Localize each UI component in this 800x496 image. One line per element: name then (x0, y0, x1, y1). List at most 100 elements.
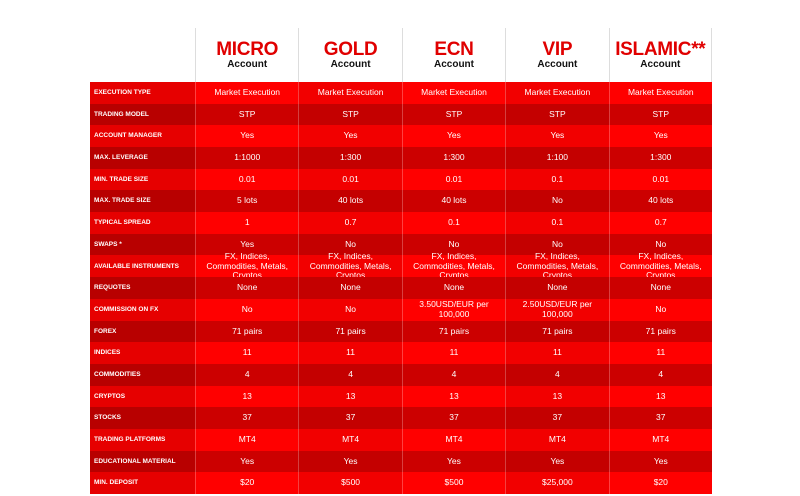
row-label: STOCKS (90, 407, 195, 429)
row-label: TRADING MODEL (90, 103, 195, 126)
value-cell: 5 lots (195, 190, 299, 213)
value-cell: Yes (505, 450, 609, 473)
value-cell: MT4 (505, 428, 609, 451)
row-label: FOREX (90, 320, 195, 343)
row-label: TRADING PLATFORMS (90, 428, 195, 451)
account-sub: Account (433, 59, 474, 70)
row-label: EDUCATIONAL MATERIAL (90, 450, 195, 473)
row-label: MIN. DEPOSIT (90, 472, 195, 494)
value-cell: Yes (298, 125, 402, 148)
account-name: ISLAMIC** (615, 39, 706, 60)
value-cell: 0.1 (505, 168, 609, 191)
value-cell: 3.50USD/EUR per 100,000 (401, 298, 506, 321)
row-label: COMMODITIES (90, 363, 195, 386)
row-label: MAX. LEVERAGE (90, 147, 195, 169)
value-cell: None (195, 277, 299, 299)
row-label: CRYPTOS (90, 385, 195, 408)
value-cell: Market Execution (505, 82, 609, 104)
value-cell: 0.1 (505, 212, 609, 234)
value-cell: Yes (505, 125, 609, 148)
value-cell: 71 pairs (401, 320, 506, 343)
value-cell: 13 (195, 385, 299, 408)
value-cell: 0.7 (298, 212, 402, 234)
value-cell: MT4 (401, 428, 506, 451)
value-cell: Market Execution (608, 82, 712, 104)
value-cell: 0.01 (195, 168, 299, 191)
value-cell: STP (195, 103, 299, 126)
value-cell: 0.1 (401, 212, 506, 234)
value-cell: 40 lots (608, 190, 712, 213)
column-header: ECN Account (401, 28, 505, 82)
value-cell: STP (505, 103, 609, 126)
column-header: GOLD Account (298, 28, 401, 82)
value-cell: No (608, 233, 712, 256)
value-cell: MT4 (195, 428, 299, 451)
value-cell: None (608, 277, 712, 299)
row-label: ACCOUNT MANAGER (90, 125, 195, 148)
account-sub: Account (330, 59, 371, 70)
value-cell: 13 (298, 385, 402, 408)
value-cell: $20 (195, 472, 299, 494)
value-cell: 37 (608, 407, 712, 429)
column-header: VIP Account (505, 28, 608, 82)
column-header: ISLAMIC** Account (608, 28, 712, 82)
value-cell: Yes (298, 450, 402, 473)
value-cell: 11 (608, 342, 712, 364)
value-cell: 1:1000 (195, 147, 299, 169)
row-label: EXECUTION TYPE (90, 82, 195, 104)
value-cell: 4 (608, 363, 712, 386)
value-cell: 71 pairs (298, 320, 402, 343)
account-sub: Account (537, 59, 578, 70)
value-cell: $500 (401, 472, 506, 494)
value-cell: No (298, 233, 402, 256)
value-cell: 0.01 (401, 168, 506, 191)
account-sub: Account (227, 59, 268, 70)
value-cell: 13 (608, 385, 712, 408)
value-cell: 1:300 (401, 147, 506, 169)
row-label: REQUOTES (90, 277, 195, 299)
row-label: TYPICAL SPREAD (90, 212, 195, 234)
value-cell: $25,000 (505, 472, 609, 494)
value-cell: 40 lots (401, 190, 506, 213)
value-cell: MT4 (298, 428, 402, 451)
value-cell: MT4 (608, 428, 712, 451)
value-cell: 40 lots (298, 190, 402, 213)
value-cell: Market Execution (401, 82, 506, 104)
value-cell: 0.7 (608, 212, 712, 234)
value-cell: No (608, 298, 712, 321)
value-cell: None (298, 277, 402, 299)
value-cell: 4 (505, 363, 609, 386)
row-label: MIN. TRADE SIZE (90, 168, 195, 191)
value-cell: $500 (298, 472, 402, 494)
value-cell: 4 (298, 363, 402, 386)
value-cell: None (505, 277, 609, 299)
value-cell: 71 pairs (195, 320, 299, 343)
value-cell: FX, Indices, Commodities, Metals, Crypto… (608, 251, 712, 280)
value-cell: No (505, 190, 609, 213)
value-cell: 1:300 (298, 147, 402, 169)
value-cell: No (401, 233, 506, 256)
value-cell: STP (608, 103, 712, 126)
value-cell: 2.50USD/EUR per 100,000 (505, 298, 609, 321)
value-cell: Yes (608, 450, 712, 473)
value-cell: 37 (401, 407, 506, 429)
value-cell: 13 (401, 385, 506, 408)
value-cell: Market Execution (195, 82, 299, 104)
value-cell: FX, Indices, Commodities, Metals, Crypto… (298, 251, 402, 280)
value-cell: No (298, 298, 402, 321)
row-label: AVAILABLE INSTRUMENTS (90, 255, 195, 278)
value-cell: Yes (195, 450, 299, 473)
value-cell: 11 (505, 342, 609, 364)
value-cell: 11 (401, 342, 506, 364)
value-cell: Yes (401, 450, 506, 473)
value-cell: 4 (401, 363, 506, 386)
value-cell: 11 (195, 342, 299, 364)
value-cell: Yes (401, 125, 506, 148)
value-cell: Yes (195, 125, 299, 148)
value-cell: FX, Indices, Commodities, Metals, Crypto… (401, 251, 506, 280)
account-name: MICRO (216, 39, 279, 60)
row-label: INDICES (90, 342, 195, 364)
value-cell: 0.01 (298, 168, 402, 191)
value-cell: $20 (608, 472, 712, 494)
